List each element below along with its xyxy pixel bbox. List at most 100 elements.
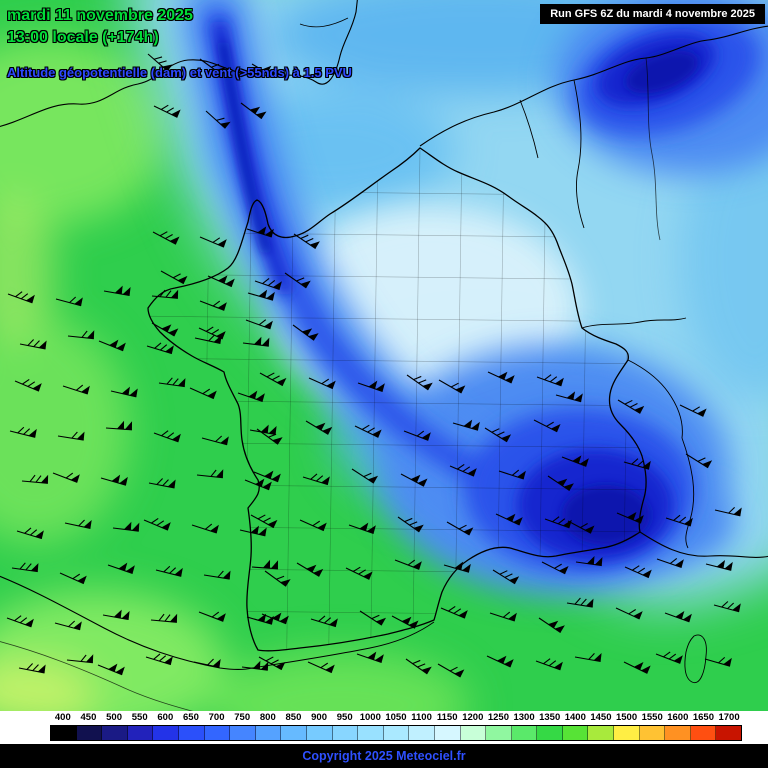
wind-barb [147, 53, 173, 72]
wind-barb [244, 478, 272, 491]
wind-barb [403, 430, 431, 441]
wind-barbs-layer [6, 53, 742, 678]
colorbar-cell [332, 726, 359, 740]
colorbar-label: 1050 [385, 712, 407, 723]
wind-barb [406, 374, 433, 391]
wind-barb [655, 651, 683, 664]
colorbar-label: 1100 [411, 712, 432, 723]
wind-barb [143, 517, 171, 531]
wind-barb [616, 512, 644, 524]
copyright-label: Copyright 2025 Meteociel.fr [302, 749, 466, 763]
wind-barb [205, 110, 231, 129]
wind-barb [251, 559, 279, 570]
colorbar-label: 400 [54, 712, 71, 723]
colorbar-label: 900 [311, 712, 327, 723]
wind-barb [617, 399, 645, 414]
wind-barb [196, 469, 224, 479]
wind-barb [105, 420, 133, 431]
colorbar-label: 700 [208, 712, 225, 723]
wind-barb [201, 435, 229, 446]
colorbar-cell [358, 726, 384, 740]
run-info-box: Run GFS 6Z du mardi 4 novembre 2025 [540, 4, 765, 24]
wind-barb [62, 384, 90, 395]
wind-barb [567, 520, 595, 534]
wind-barb [246, 613, 274, 625]
wind-barb [261, 612, 289, 625]
wind-barb [495, 513, 523, 526]
wind-barb [538, 617, 565, 633]
wind-barb [574, 652, 602, 663]
wind-barb [656, 557, 684, 568]
wind-barb [256, 428, 283, 445]
wind-barb [679, 404, 707, 417]
colorbar-label: 1400 [564, 712, 586, 723]
wind-barb [251, 63, 279, 78]
wind-barb [345, 566, 373, 580]
wind-barb [535, 658, 563, 671]
wind-barb [199, 58, 226, 75]
colorbar-cell [281, 726, 307, 740]
wind-barb [107, 562, 135, 574]
wind-barb [359, 610, 387, 626]
wind-barb [250, 514, 278, 529]
wind-barb [198, 611, 226, 622]
colorbar-label: 500 [106, 712, 122, 723]
wind-barb [308, 377, 336, 390]
wind-barb [624, 565, 652, 579]
wind-barb [259, 372, 287, 387]
colorbar-labels: 400 450 500 550 600 650 700 750 800 850 900 950 1000… [50, 712, 742, 725]
wind-barb [302, 473, 330, 486]
wind-barb [400, 473, 428, 487]
geopotential-field-layer [0, 0, 768, 711]
colorbar-label: 1550 [641, 712, 663, 723]
colorbar-cell [562, 726, 589, 740]
wind-barb [561, 455, 589, 467]
colorbar-cell [614, 726, 640, 740]
wind-barb [446, 521, 474, 536]
wind-barb [299, 519, 327, 532]
wind-barb [152, 231, 180, 245]
colorbar-label: 1300 [513, 712, 535, 723]
wind-barb [66, 654, 94, 664]
wind-barb [146, 342, 174, 355]
wind-barb [100, 474, 128, 486]
colorbar-cell [588, 726, 615, 740]
wind-barb [160, 270, 188, 285]
colorbar-label: 1650 [692, 712, 714, 723]
colorbar-cell [460, 726, 487, 740]
wind-barb [54, 620, 82, 631]
wind-barb [153, 104, 181, 118]
colorbar-cell [153, 726, 179, 740]
colorbar-label: 450 [80, 712, 97, 723]
wind-barb [566, 597, 594, 608]
wind-barb [57, 431, 85, 441]
wind-barb [237, 390, 265, 402]
colorbar-label: 1250 [487, 712, 509, 723]
wind-barb [397, 516, 424, 533]
weather-map-svg [0, 0, 768, 711]
wind-barb [293, 233, 320, 249]
wind-barb [623, 661, 651, 674]
wind-barb [112, 521, 140, 532]
wind-barb [158, 377, 186, 388]
wind-barb [437, 663, 465, 678]
wind-barb [52, 472, 80, 483]
colorbar-label: 1450 [590, 712, 612, 723]
colorbar-label: 1350 [539, 712, 561, 723]
colorbar-label: 1500 [615, 712, 638, 723]
run-info-label: Run GFS 6Z du mardi 4 novembre 2025 [550, 8, 755, 20]
colorbar-cell [230, 726, 256, 740]
wind-barb [356, 651, 384, 663]
wind-barb [296, 562, 324, 577]
wind-barb [305, 420, 333, 435]
wind-barb [207, 275, 235, 288]
colorbar-label: 1000 [359, 712, 381, 723]
wind-barb [547, 475, 574, 491]
colorbar-cell [486, 726, 512, 740]
wind-barb [541, 561, 569, 575]
colorbar-cell [537, 726, 563, 740]
colorbar-label: 650 [183, 712, 199, 723]
colorbar-cell [51, 726, 77, 740]
colorbar-cell [178, 726, 205, 740]
wind-barb [245, 319, 273, 330]
